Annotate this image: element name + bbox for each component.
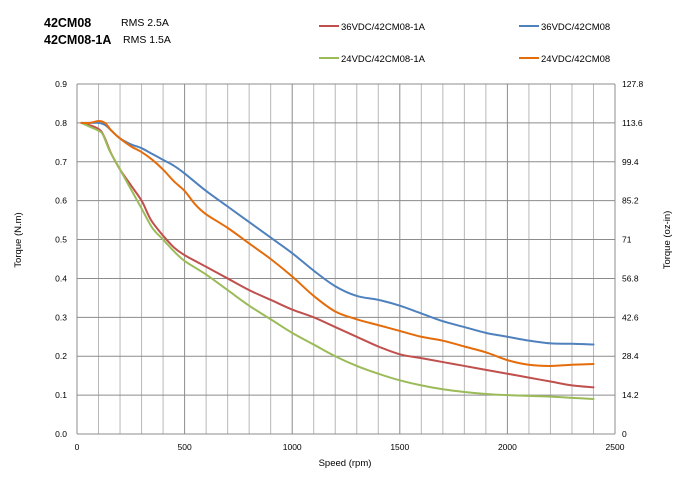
y-tick-label: 0.3 [55,312,67,322]
y-tick-label: 0.4 [55,273,67,283]
series-line-1 [80,121,595,389]
y2-tick-label: 71 [622,235,632,245]
grid [76,83,616,435]
legend-label-1: 36VDC/42CM08-1A [341,22,426,33]
y-tick-label: 0.6 [55,196,67,206]
y2-tick-label: 0 [622,429,627,439]
y-tick-label: 0.1 [55,390,67,400]
x-tick-label: 1000 [283,442,302,452]
y2-axis-title: Torque (oz-in) [662,211,673,270]
y-tick-label: 0.7 [55,157,67,167]
y-tick-label: 0.9 [55,79,67,89]
legend-label-4: 24VDC/42CM08 [541,54,610,65]
y-tick-label: 0.0 [55,429,67,439]
series-line-3 [80,121,595,400]
x-axis-title: Speed (rpm) [319,458,372,469]
y2-tick-label: 113.6 [622,118,643,128]
legend-label-3: 24VDC/42CM08-1A [341,54,426,65]
y2-tick-label: 14.2 [622,390,639,400]
y2-tick-label: 28.4 [622,351,639,361]
motor-name-2: 42CM08-1A [44,33,111,47]
y-tick-label: 0.2 [55,351,67,361]
series-line-4 [80,119,595,367]
x-tick-label: 500 [178,442,192,452]
x-tick-label: 1500 [390,442,409,452]
tick-labels: 0.0 0.1 0.2 0.3 0.4 0.5 0.6 0.7 0.8 0.9 0 14.2 28.4 4… [55,79,643,452]
y2-tick-label: 99.4 [622,157,639,167]
y-tick-label: 0.8 [55,118,67,128]
legend-label-2: 36VDC/42CM08 [541,22,610,33]
x-tick-label: 0 [75,442,80,452]
y2-tick-label: 42.6 [622,312,639,322]
series-lines [80,119,595,400]
y-tick-label: 0.5 [55,235,67,245]
x-tick-label: 2500 [606,442,625,452]
y2-tick-label: 85.2 [622,196,639,206]
legend: 36VDC/42CM08-1A 36VDC/42CM08 24VDC/42CM08-… [319,22,610,65]
y-axis-title: Torque (N.m) [13,212,24,267]
y2-tick-label: 56.8 [622,273,639,283]
motor-name-1: 42CM08 [44,16,91,30]
y2-tick-label: 127.8 [622,79,644,89]
motor-rms-1: RMS 2.5A [121,17,169,29]
x-tick-label: 2000 [498,442,517,452]
motor-rms-2: RMS 1.5A [123,34,171,46]
